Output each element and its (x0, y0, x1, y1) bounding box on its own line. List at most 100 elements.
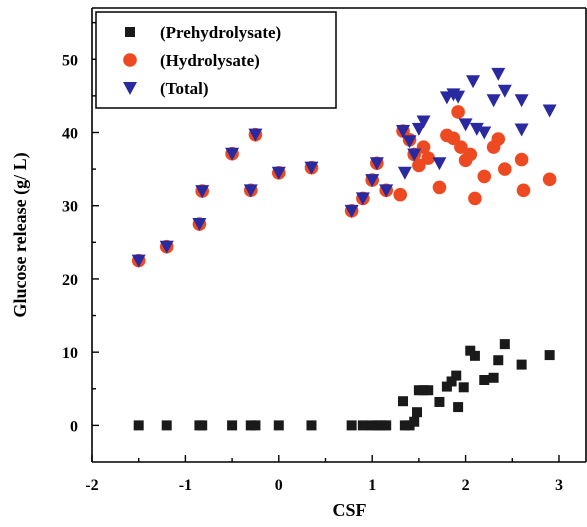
y-tick-label: 50 (62, 52, 78, 69)
data-point-square (273, 420, 284, 431)
data-point-square (412, 407, 423, 418)
data-point-triangle-down (304, 161, 319, 175)
data-point-circle (421, 151, 436, 165)
data-point-triangle-down (159, 240, 174, 254)
y-tick-label: 40 (62, 125, 78, 142)
data-point-square (451, 370, 462, 381)
data-point-square (434, 396, 445, 407)
plot-frame (91, 7, 587, 463)
data-point-square (227, 420, 238, 431)
data-point-circle (491, 132, 506, 146)
x-tick-label: 0 (275, 477, 283, 494)
data-point-triangle-down (469, 122, 484, 136)
data-point-triangle-down (486, 94, 501, 108)
data-point-triangle-down (514, 123, 529, 137)
data-point-square (465, 345, 476, 356)
x-axis-title: CSF (332, 500, 366, 520)
data-marks (131, 67, 557, 431)
data-point-triangle-down (542, 104, 557, 118)
data-point-square (306, 420, 317, 431)
x-tick-label: 2 (462, 477, 470, 494)
data-point-square (161, 420, 172, 431)
y-tick-label: 0 (70, 418, 78, 435)
data-point-triangle-down (432, 157, 447, 171)
data-point-triangle-down (243, 184, 258, 198)
data-point-square (499, 339, 510, 350)
data-point-square (346, 420, 357, 431)
x-tick-label: -1 (179, 477, 192, 494)
legend-marker-square (125, 27, 135, 37)
data-point-triangle-down (497, 84, 512, 98)
data-point-triangle-down (396, 125, 411, 139)
data-point-circle (416, 140, 431, 154)
data-point-square (479, 374, 490, 385)
data-point-square (381, 420, 392, 431)
data-point-circle (454, 140, 468, 154)
data-point-triangle-down (416, 115, 431, 129)
data-point-square (516, 359, 527, 370)
data-point-triangle-down (355, 192, 370, 206)
data-point-triangle-down (397, 166, 412, 180)
data-point-triangle-down (379, 184, 394, 198)
data-point-circle (393, 187, 408, 202)
legend: (Prehydrolysate) (Hydrolysate) (Total) (95, 11, 337, 109)
data-point-triangle-down (402, 135, 417, 149)
data-point-circle (412, 158, 426, 173)
data-point-triangle-down (365, 174, 380, 188)
x-tick-label: 1 (368, 477, 376, 494)
y-axis-title: Glucose release (g/ L) (10, 152, 31, 317)
data-point-square (357, 420, 368, 431)
data-point-triangle-down (195, 185, 210, 199)
data-point-triangle-down (271, 166, 286, 180)
data-point-circle (477, 169, 492, 184)
y-tick-label: 10 (62, 345, 78, 362)
legend-marker-circle (123, 53, 137, 67)
data-point-triangle-down (477, 126, 492, 140)
y-tick-label: 20 (62, 272, 78, 289)
data-point-triangle-down (192, 218, 207, 232)
data-point-triangle-down (344, 204, 359, 218)
data-point-circle (498, 162, 512, 176)
data-point-square (133, 420, 144, 431)
data-point-circle (516, 183, 531, 198)
data-point-triangle-down (458, 118, 473, 132)
data-point-square (469, 350, 480, 361)
data-point-square (197, 420, 208, 431)
data-point-square (488, 372, 499, 383)
legend-marker-triangle-down (123, 82, 137, 95)
legend-label: (Hydrolysate) (160, 51, 260, 70)
legend-label: (Total) (160, 79, 209, 98)
data-point-circle (468, 191, 482, 206)
data-point-circle (463, 147, 478, 162)
y-tick-label: 30 (62, 199, 78, 216)
data-point-square (446, 376, 457, 387)
data-point-triangle-down (514, 94, 529, 108)
data-point-square (493, 355, 504, 366)
data-point-triangle-down (369, 157, 384, 171)
data-point-circle (432, 180, 447, 195)
data-point-square (423, 385, 434, 396)
data-point-triangle-down (491, 67, 506, 81)
legend-label: (Prehydrolysate) (160, 23, 281, 42)
data-point-triangle-down (407, 148, 422, 162)
y-axis-ticks: 0 10 20 30 40 50 (62, 21, 99, 435)
data-point-square (250, 420, 261, 431)
data-point-square (441, 381, 452, 392)
data-point-square (453, 402, 464, 413)
x-axis-ticks: -2 -1 0 1 2 3 (85, 455, 563, 494)
data-point-square (458, 382, 469, 393)
data-point-circle (514, 152, 529, 167)
x-tick-label: 3 (555, 477, 563, 494)
x-tick-label: -2 (85, 477, 98, 494)
data-point-circle (451, 105, 465, 119)
data-point-triangle-down (225, 147, 240, 161)
data-point-square (409, 416, 420, 427)
data-point-triangle-down (131, 254, 146, 268)
data-point-triangle-down (451, 90, 466, 104)
data-point-circle (542, 172, 557, 187)
data-point-square (398, 396, 409, 407)
data-point-triangle-down (248, 128, 263, 142)
data-point-square (544, 350, 555, 361)
data-point-triangle-down (466, 75, 481, 89)
